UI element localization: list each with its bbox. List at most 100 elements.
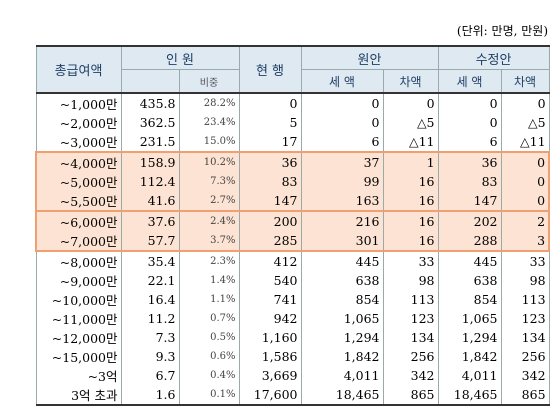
cell: 231.5	[120, 132, 180, 152]
cell: 4,011	[300, 366, 384, 385]
cell: 362.5	[120, 113, 180, 132]
cell: △11	[500, 132, 550, 152]
cell: 2.3%	[178, 251, 240, 271]
header-cell: 인 원	[120, 45, 240, 70]
header-cell: 차액	[500, 69, 550, 94]
header-cell: 수정안	[437, 45, 550, 70]
cell: 1	[382, 151, 439, 172]
cell: 22.1	[120, 271, 180, 290]
cell: 134	[382, 328, 439, 347]
cell: 0	[500, 172, 551, 191]
cell: 2.4%	[178, 210, 240, 231]
cell: 342	[382, 366, 439, 385]
cell: 540	[238, 271, 302, 290]
cell: 1.1%	[178, 290, 240, 309]
cell: 4,011	[437, 366, 502, 385]
cell: 18,465	[300, 385, 384, 406]
cell: 0.1%	[178, 385, 240, 406]
cell: 1.4%	[178, 271, 240, 290]
cell: 9.3	[120, 347, 180, 366]
row-label: ~9,000만	[35, 271, 122, 290]
cell: 445	[300, 251, 384, 271]
cell: 28.2%	[178, 93, 240, 113]
table-body: ~1,000만 435.8 28.2% 0 0 0 0 0 ~2,000만 362.5 23.4% 5…	[35, 93, 551, 406]
table-row: ~11,000만 11.2 0.7% 942 1,065 123 1,065 123	[35, 309, 550, 328]
cell: 854	[300, 290, 384, 309]
cell: 638	[300, 271, 384, 290]
cell: 18,465	[437, 385, 502, 406]
cell: 35.4	[120, 251, 180, 271]
table-row: ~5,000만 112.4 7.3% 83 99 16 83 0	[35, 172, 551, 191]
cell: 1,294	[437, 328, 502, 347]
table-row: ~1,000만 435.8 28.2% 0 0 0 0 0	[35, 93, 550, 113]
cell: 163	[300, 191, 384, 212]
table-row: ~2,000만 362.5 23.4% 5 0 △5 0 △5	[35, 113, 550, 132]
table-row: ~10,000만 16.4 1.1% 741 854 113 854 113	[35, 290, 550, 309]
cell: 285	[238, 231, 302, 252]
cell: 7.3	[120, 328, 180, 347]
cell: 0	[500, 151, 551, 172]
table-row: ~7,000만 57.7 3.7% 285 301 16 288 3	[35, 231, 551, 252]
cell: 0	[437, 113, 502, 132]
cell: 0	[300, 93, 384, 113]
row-label: ~8,000만	[35, 251, 122, 271]
cell: 256	[500, 347, 550, 366]
cell: 112.4	[120, 172, 180, 191]
cell: 6	[437, 132, 502, 152]
cell: 301	[300, 231, 384, 252]
cell: 113	[382, 290, 439, 309]
cell: 0	[437, 93, 502, 113]
row-label: ~3억	[35, 366, 122, 385]
cell: 10.2%	[178, 151, 240, 172]
row-label: ~10,000만	[35, 290, 122, 309]
cell: 6.7	[120, 366, 180, 385]
cell: 741	[238, 290, 302, 309]
table-row: ~9,000만 22.1 1.4% 540 638 98 638 98	[35, 271, 550, 290]
header-cell: 세 액	[300, 69, 384, 94]
unit-note: (단위: 만명, 만원)	[456, 24, 548, 38]
cell: 445	[437, 251, 502, 271]
cell: 0	[300, 113, 384, 132]
cell: 200	[238, 210, 302, 231]
header-cell: 세 액	[437, 69, 502, 94]
cell: 11.2	[120, 309, 180, 328]
cell: 865	[382, 385, 439, 406]
cell: 37.6	[120, 210, 180, 231]
cell: △5	[382, 113, 439, 132]
table-header: 총급여액 인 원 현 행 원안 수정안 비중 세 액 차액 세 액 차액	[35, 45, 550, 94]
cell: 1,586	[238, 347, 302, 366]
cell: 1,842	[300, 347, 384, 366]
cell: 33	[500, 251, 550, 271]
cell: 0.5%	[178, 328, 240, 347]
cell: 1,842	[437, 347, 502, 366]
cell: 0.7%	[178, 309, 240, 328]
cell: 2	[500, 210, 551, 231]
cell: 2.7%	[178, 191, 240, 212]
cell: 41.6	[120, 191, 180, 212]
cell: 0.6%	[178, 347, 240, 366]
table: 총급여액 인 원 현 행 원안 수정안 비중 세 액 차액 세 액 차액 ~1,…	[35, 45, 551, 406]
cell: 0	[500, 93, 550, 113]
cell: 1.6	[120, 385, 180, 406]
cell: 256	[382, 347, 439, 366]
cell: 0	[382, 93, 439, 113]
header-cell: 원안	[300, 45, 439, 70]
table-row: ~3억 6.7 0.4% 3,669 4,011 342 4,011 342	[35, 366, 550, 385]
header-cell: 차액	[382, 69, 439, 94]
row-label: ~6,000만	[35, 210, 122, 231]
cell: 216	[300, 210, 384, 231]
cell: 147	[238, 191, 302, 212]
header-cell: 총급여액	[35, 45, 122, 94]
cell: 288	[437, 231, 502, 252]
cell: 16	[382, 191, 439, 212]
row-label: ~1,000만	[35, 93, 122, 113]
row-label: ~12,000만	[35, 328, 122, 347]
cell: 3.7%	[178, 231, 240, 252]
cell: 37	[300, 151, 384, 172]
cell: 147	[437, 191, 502, 212]
cell: 1,065	[437, 309, 502, 328]
table-row: ~3,000만 231.5 15.0% 17 6 △11 6 △11	[35, 132, 550, 152]
cell: 7.3%	[178, 172, 240, 191]
cell: 134	[500, 328, 550, 347]
